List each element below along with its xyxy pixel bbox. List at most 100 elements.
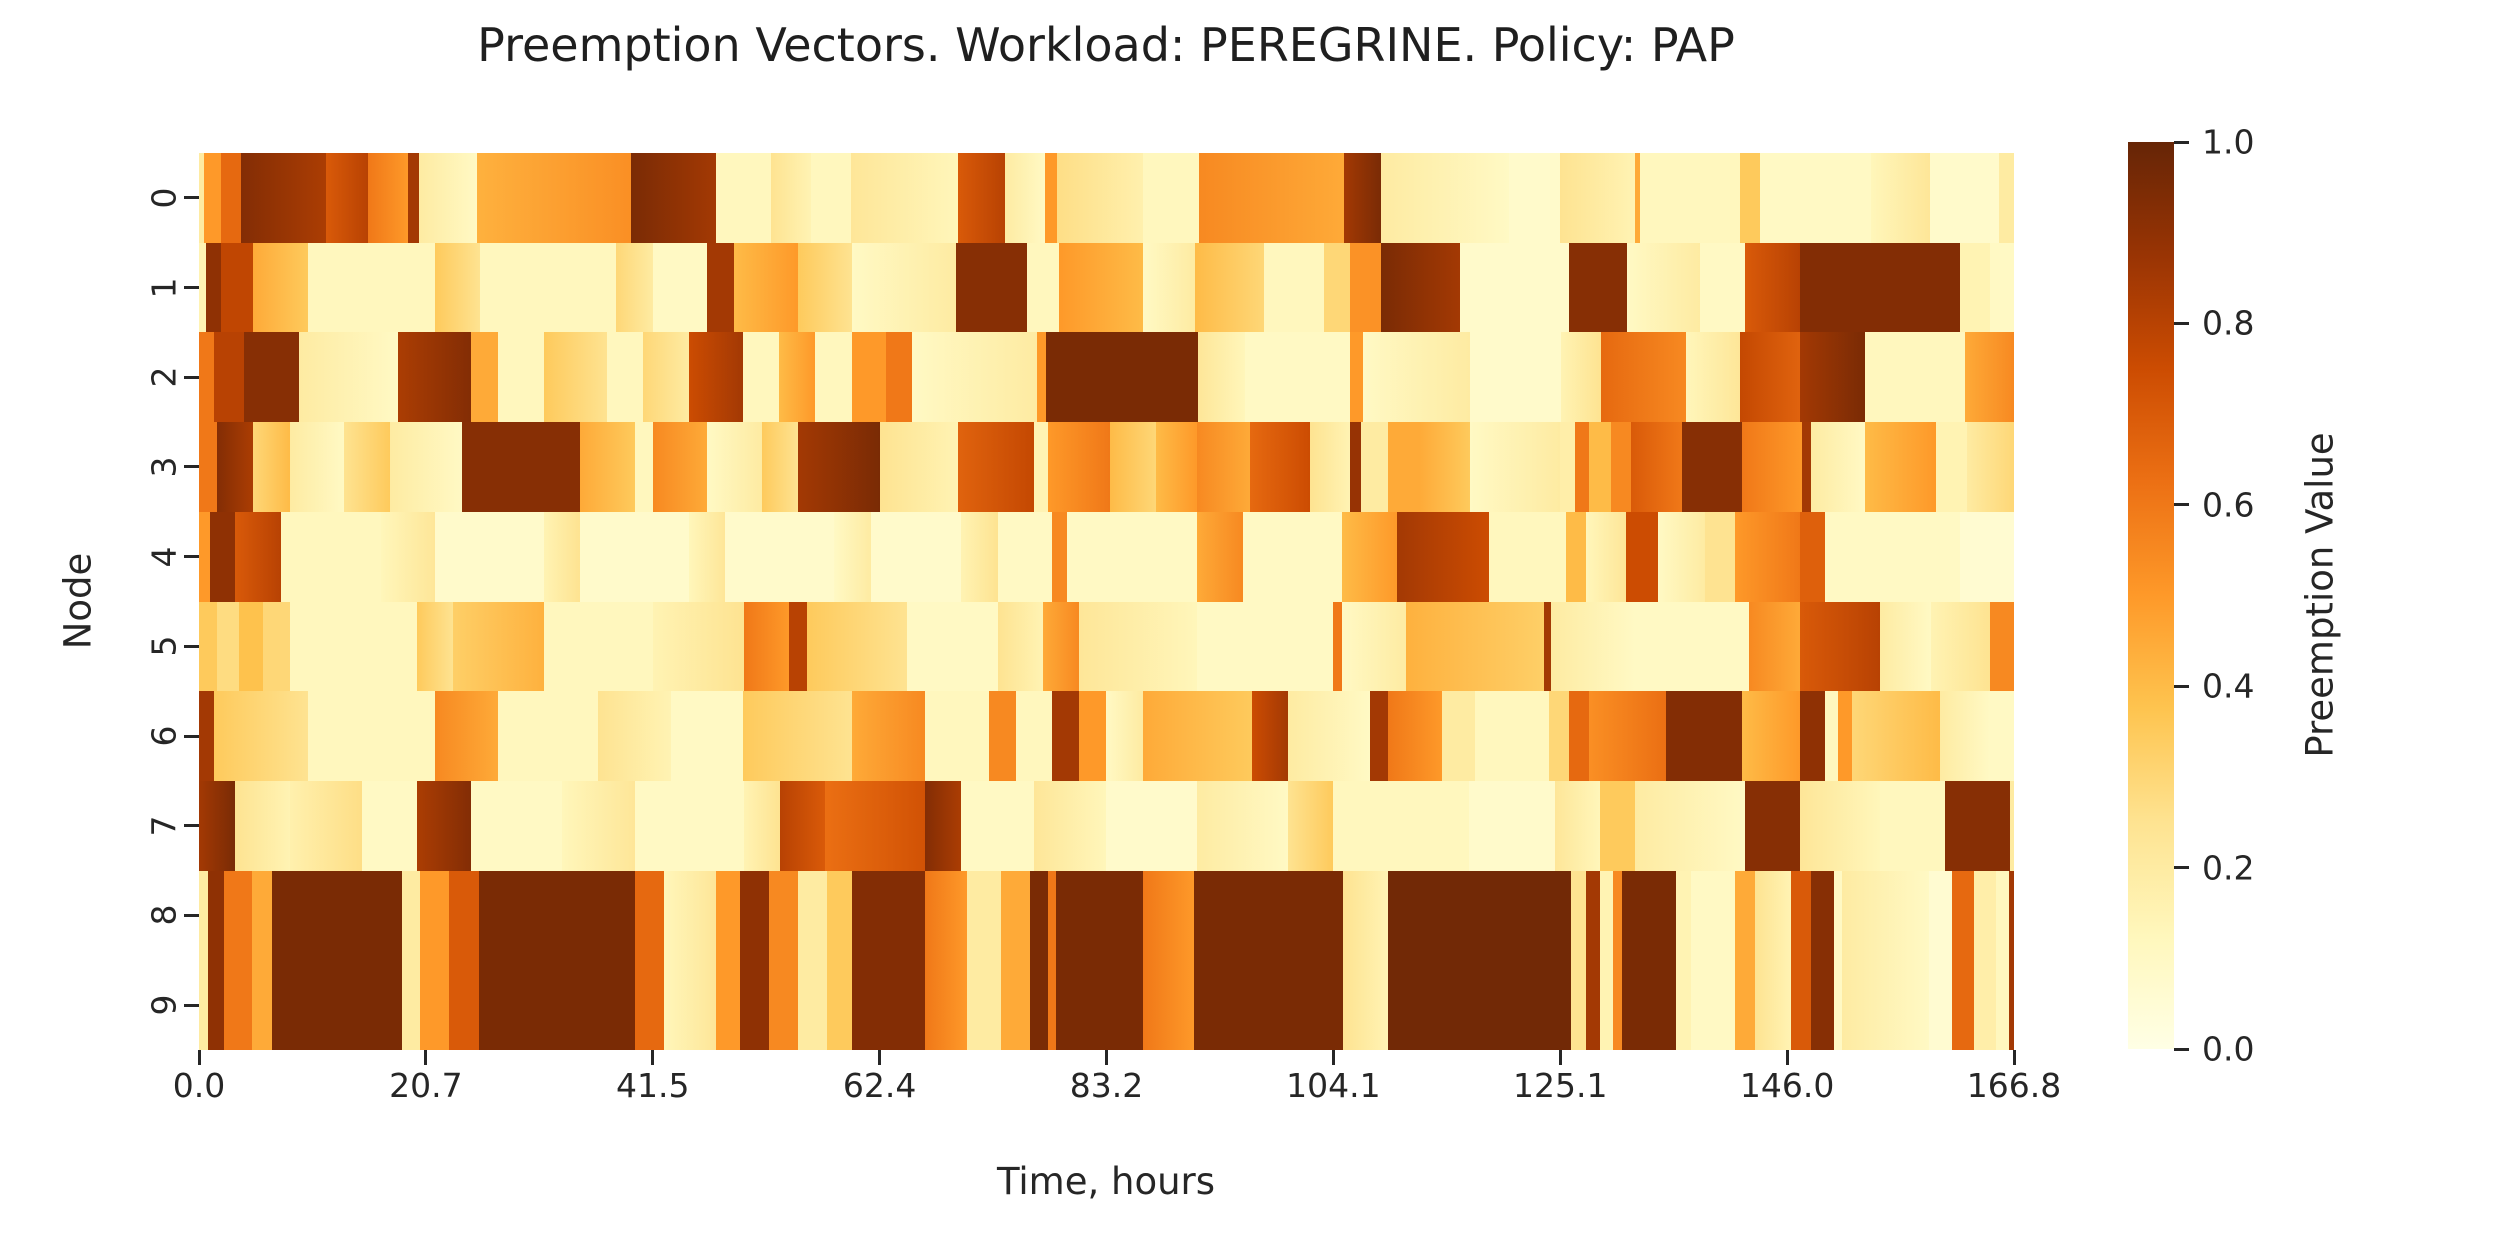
heatmap-cell bbox=[1625, 511, 1659, 602]
heatmap-cell bbox=[815, 332, 852, 423]
heatmap-cell bbox=[1571, 870, 1586, 961]
heatmap-row-node-5 bbox=[199, 601, 2014, 692]
heatmap-cell bbox=[1800, 332, 1866, 423]
heatmap-cell bbox=[827, 870, 853, 961]
heatmap-cell bbox=[743, 691, 853, 781]
heatmap-cell bbox=[1834, 870, 1842, 961]
heatmap-cell bbox=[1749, 601, 1800, 692]
heatmap-cell bbox=[851, 332, 887, 423]
y-tick-label: 1 bbox=[144, 277, 184, 299]
heatmap-cell bbox=[289, 780, 363, 871]
heatmap-cell bbox=[1193, 870, 1343, 961]
heatmap-cell bbox=[420, 870, 450, 961]
heatmap-cell bbox=[1333, 601, 1343, 692]
heatmap-cell bbox=[1342, 870, 1388, 961]
heatmap-cell bbox=[1959, 511, 2015, 602]
heatmap-cell bbox=[807, 601, 907, 692]
heatmap-cell bbox=[244, 332, 299, 423]
heatmap-cell bbox=[798, 960, 828, 1051]
heatmap-cell bbox=[1106, 691, 1143, 781]
heatmap-cell bbox=[1741, 422, 1802, 512]
heatmap-cell bbox=[240, 153, 327, 243]
heatmap-cell bbox=[251, 960, 272, 1051]
x-tick-label: 83.2 bbox=[1069, 1066, 1144, 1105]
heatmap-cell bbox=[1509, 153, 1561, 243]
heatmap-cell bbox=[453, 601, 544, 692]
heatmap-cell bbox=[1560, 332, 1601, 423]
heatmap-cell bbox=[1030, 870, 1049, 961]
heatmap-cell bbox=[1287, 691, 1370, 781]
heatmap-cell bbox=[1363, 332, 1471, 423]
heatmap-cell bbox=[1405, 601, 1544, 692]
heatmap-cell bbox=[1142, 691, 1252, 781]
x-tick-mark bbox=[424, 1050, 428, 1065]
heatmap-cell bbox=[1324, 242, 1350, 333]
heatmap-cell bbox=[1870, 153, 1931, 243]
heatmap-cell bbox=[1810, 870, 1835, 961]
heatmap-cell bbox=[834, 511, 871, 602]
heatmap-cell bbox=[1551, 601, 1635, 692]
heatmap-cell bbox=[739, 870, 769, 961]
heatmap-cell bbox=[1197, 511, 1243, 602]
heatmap-cell bbox=[199, 153, 205, 243]
heatmap-cell bbox=[289, 422, 345, 512]
heatmap-cell bbox=[462, 422, 581, 512]
heatmap-cell bbox=[213, 691, 308, 781]
y-tick-label: 9 bbox=[144, 994, 184, 1016]
heatmap-cell bbox=[925, 960, 967, 1051]
heatmap-cell bbox=[1195, 242, 1265, 333]
heatmap-cell bbox=[199, 960, 209, 1051]
heatmap-cell bbox=[689, 511, 726, 602]
heatmap-cell bbox=[208, 960, 225, 1051]
heatmap-cell bbox=[797, 422, 880, 512]
heatmap-cell bbox=[434, 242, 481, 333]
heatmap-cell bbox=[1810, 960, 1835, 1051]
heatmap-cell bbox=[739, 960, 769, 1051]
heatmap-cell bbox=[1565, 511, 1586, 602]
heatmap-cell bbox=[498, 691, 599, 781]
x-tick-label: 41.5 bbox=[616, 1066, 690, 1105]
heatmap-cell bbox=[449, 870, 479, 961]
y-tick-mark bbox=[184, 555, 199, 559]
heatmap-cell bbox=[208, 870, 225, 961]
heatmap-cell bbox=[906, 601, 998, 692]
heatmap-cell bbox=[1396, 511, 1490, 602]
heatmap-cell bbox=[1999, 153, 2014, 243]
x-tick-mark bbox=[1785, 1050, 1789, 1065]
heatmap-cell bbox=[779, 780, 826, 871]
heatmap-cell bbox=[1026, 242, 1060, 333]
heatmap-cell bbox=[1042, 601, 1080, 692]
heatmap-cell bbox=[1418, 422, 1470, 512]
heatmap-cell bbox=[1245, 332, 1351, 423]
heatmap-cell bbox=[1059, 242, 1143, 333]
heatmap-cell bbox=[1033, 780, 1107, 871]
heatmap-cell bbox=[434, 511, 544, 602]
heatmap-cell bbox=[280, 511, 381, 602]
heatmap-cell bbox=[199, 870, 209, 961]
heatmap-cell bbox=[1198, 332, 1246, 423]
heatmap-cell bbox=[1825, 511, 1960, 602]
heatmap-cell bbox=[238, 601, 263, 692]
chart-title: Preemption Vectors. Workload: PEREGRINE.… bbox=[477, 18, 1735, 72]
heatmap-cell bbox=[997, 601, 1043, 692]
heatmap-cell bbox=[663, 870, 717, 961]
heatmap-cell bbox=[852, 960, 926, 1051]
heatmap-cell bbox=[925, 780, 962, 871]
heatmap-cell bbox=[1799, 601, 1880, 692]
colorbar-tick-mark bbox=[2174, 684, 2189, 688]
y-axis-label: Node bbox=[56, 552, 100, 650]
heatmap-cell bbox=[1251, 691, 1288, 781]
heatmap-cell bbox=[1344, 153, 1381, 243]
heatmap-cell bbox=[1057, 153, 1143, 243]
heatmap-cell bbox=[1369, 691, 1388, 781]
heatmap-cell bbox=[652, 422, 708, 512]
heatmap-cell bbox=[1658, 511, 1706, 602]
heatmap-cell bbox=[1959, 242, 1991, 333]
colorbar-tick-label: 0.6 bbox=[2202, 485, 2255, 525]
heatmap-cell bbox=[924, 691, 989, 781]
heatmap-cell bbox=[743, 601, 789, 692]
heatmap-cell bbox=[1935, 422, 1967, 512]
heatmap-cell bbox=[1734, 960, 1755, 1051]
heatmap-cell bbox=[1700, 242, 1746, 333]
heatmap-cell bbox=[634, 422, 653, 512]
